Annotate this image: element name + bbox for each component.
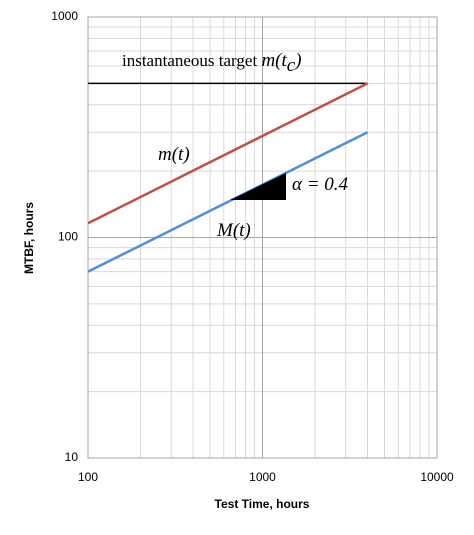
series-line — [87, 82, 369, 225]
annotation-text: instantaneous target — [122, 51, 261, 70]
plot-frame — [87, 16, 438, 459]
x-tick-label: 100 — [78, 470, 98, 484]
annotation: α = 0.4 — [292, 174, 349, 195]
annotation-math: m(t — [261, 50, 287, 71]
x-tick-label: 1000 — [249, 470, 276, 484]
series-line — [87, 131, 369, 273]
y-axis-title: MTBF, hours — [22, 202, 36, 274]
annotation-math: α = 0.4 — [292, 174, 349, 195]
y-tick-label: 100 — [58, 230, 78, 244]
annotation: m(t) — [158, 144, 190, 165]
annotation: instantaneous target m(tc) — [122, 50, 302, 76]
slope-triangle — [230, 173, 286, 200]
annotation-math: ) — [294, 50, 301, 71]
x-tick-label: 10000 — [420, 470, 454, 484]
annotation-subscript: c — [287, 55, 296, 76]
y-tick-label: 1000 — [51, 9, 78, 23]
y-tick-label: 10 — [65, 450, 79, 464]
annotation-math: m(t) — [158, 144, 190, 165]
annotation: M(t) — [216, 220, 251, 241]
annotation-math: M(t) — [216, 220, 251, 241]
x-axis-title: Test Time, hours — [215, 497, 310, 511]
